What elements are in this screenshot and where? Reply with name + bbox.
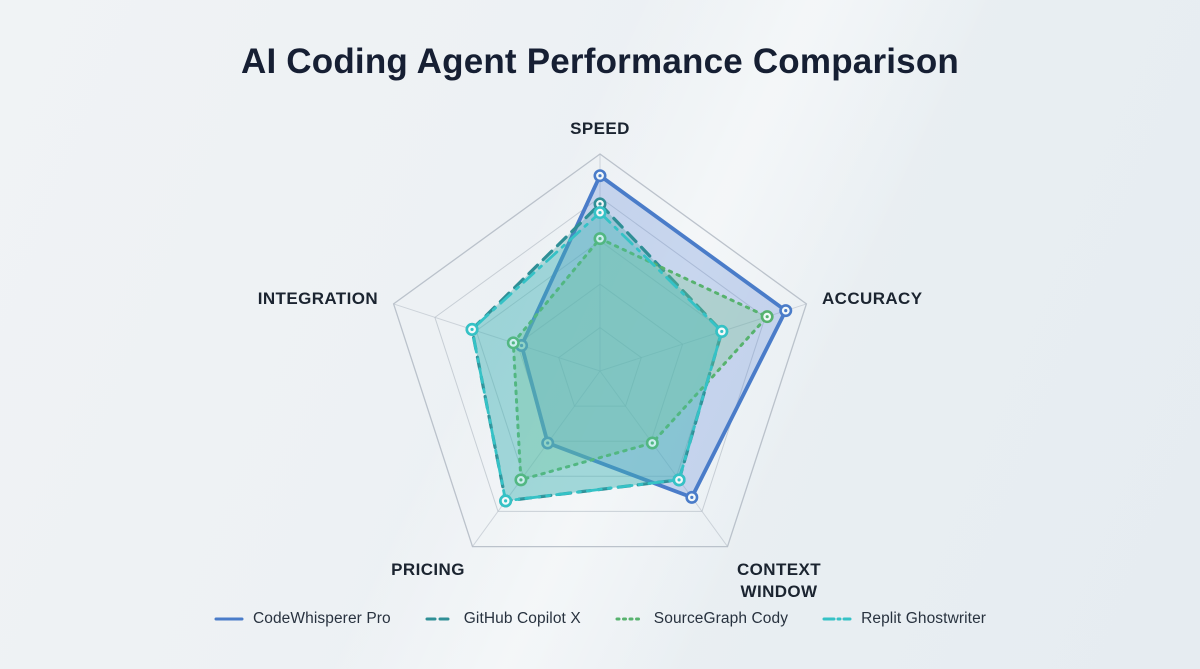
chart-title: AI Coding Agent Performance Comparison <box>240 42 960 81</box>
data-point-marker-center <box>519 478 523 482</box>
data-point-marker-center <box>690 495 694 500</box>
grid-spoke <box>599 370 728 547</box>
legend-item-github-copilot-x: GitHub Copilot X <box>425 610 581 628</box>
data-point-marker-center <box>519 343 524 348</box>
data-point-marker-center <box>598 202 602 206</box>
grid-spoke <box>393 303 601 372</box>
data-point-marker-center <box>504 499 508 503</box>
legend-line-swatch <box>615 617 645 621</box>
axis-label-speed: SPEED <box>570 119 630 138</box>
legend-line-swatch <box>214 617 244 621</box>
data-point-marker-center <box>784 309 788 313</box>
data-point-marker-center <box>598 174 602 178</box>
axis-label-pricing: PRICING <box>391 560 465 579</box>
grid-ring <box>475 240 725 477</box>
data-point-marker-center <box>598 237 602 241</box>
legend-line-swatch <box>822 617 852 621</box>
data-point-marker-center <box>720 329 724 334</box>
legend-label: SourceGraph Cody <box>653 610 789 627</box>
legend-line-swatch <box>425 617 455 621</box>
series-polygon-replit-ghostwriter <box>470 211 724 503</box>
series-replit-ghostwriter <box>465 206 729 508</box>
legend-label: CodeWhisperer Pro <box>252 610 391 627</box>
legend-item-sourcegraph-cody: SourceGraph Cody <box>615 610 788 628</box>
chart-legend: CodeWhisperer Pro GitHub Copilot X SourceG… <box>0 610 1200 628</box>
axis-label-context-window: CONTEXT WINDOW <box>736 560 822 602</box>
data-point-marker-center <box>470 327 474 332</box>
grid-ring <box>434 196 766 512</box>
data-point-marker-center <box>598 210 602 215</box>
grid-ring <box>392 153 808 548</box>
legend-label: Replit Ghostwriter <box>861 610 987 627</box>
grid-ring <box>516 283 684 442</box>
series-polygon-sourcegraph-cody <box>511 237 769 482</box>
legend-label: GitHub Copilot X <box>463 610 581 627</box>
series-sourcegraph-cody <box>506 232 774 487</box>
radar-grid <box>392 153 808 548</box>
data-point-marker-center <box>511 341 515 345</box>
grid-spoke <box>472 370 601 547</box>
data-point-marker-center <box>546 441 550 445</box>
axis-label-accuracy: ACCURACY <box>822 289 923 308</box>
legend-item-codewhisperer-pro: CodeWhisperer Pro <box>214 610 391 628</box>
legend-item-replit-ghostwriter: Replit Ghostwriter <box>822 610 986 628</box>
data-point-marker-center <box>765 315 769 319</box>
data-point-marker-center <box>677 478 681 482</box>
grid-ring <box>558 326 642 407</box>
axis-label-integration: INTEGRATION <box>257 289 378 308</box>
data-point-marker-center <box>650 441 654 445</box>
